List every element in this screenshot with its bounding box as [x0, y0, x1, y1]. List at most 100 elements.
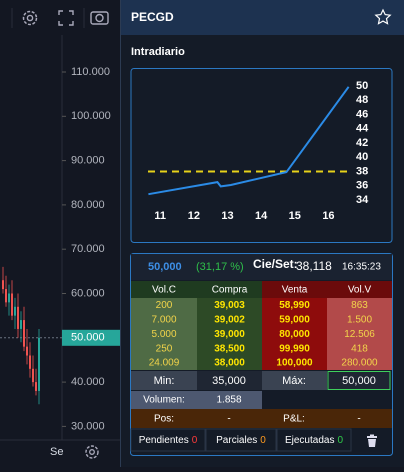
- price-tick-label: 70.000: [71, 243, 105, 255]
- column-bg: [262, 298, 327, 370]
- column-bg: [131, 298, 197, 370]
- book-cell: 7.000: [151, 315, 176, 326]
- tab-count: 0: [337, 435, 343, 446]
- y-tick-label: 34: [356, 194, 369, 206]
- volume-label: Volumen:: [143, 395, 185, 406]
- header-cell: [197, 281, 262, 298]
- close-value: 38,118: [296, 259, 332, 273]
- column-bg: [327, 298, 392, 370]
- candle-body: [11, 293, 13, 316]
- y-tick-label: 40: [356, 151, 368, 163]
- volume-row: [131, 391, 262, 409]
- y-tick-label: 44: [356, 123, 369, 135]
- volume-value: 1.858: [216, 395, 241, 406]
- y-tick-label: 42: [356, 137, 368, 149]
- tab-name: Parciales: [216, 435, 257, 446]
- y-tick-label: 48: [356, 94, 368, 106]
- candle-body: [32, 368, 34, 383]
- book-cell: 38,000: [214, 358, 245, 369]
- pnl-label: P&L:: [283, 414, 305, 425]
- book-cell: 1.500: [347, 315, 372, 326]
- candle-body: [14, 306, 16, 316]
- favorite-icon[interactable]: [374, 8, 392, 25]
- settings-icon[interactable]: [22, 10, 38, 26]
- chart-settings-icon[interactable]: [85, 445, 99, 459]
- price-tick-label: 60.000: [71, 287, 105, 299]
- section-title: Intradiario: [131, 46, 185, 58]
- tab-label: Pendientes 0: [139, 435, 198, 446]
- pnl-value: -: [357, 414, 360, 425]
- book-cell: 58,990: [279, 300, 310, 311]
- header-label: Vol.C: [152, 285, 176, 296]
- last-price: 50,000: [148, 261, 182, 273]
- candle-body: [38, 337, 40, 391]
- candle-body: [29, 355, 31, 369]
- tab[interactable]: [276, 428, 352, 452]
- header-label: Vol.V: [348, 285, 372, 296]
- book-cell: 200: [156, 300, 173, 311]
- candle-body: [23, 320, 25, 347]
- candle-body: [35, 382, 37, 391]
- y-tick-label: 46: [356, 108, 368, 120]
- time-axis-label: Se: [50, 446, 63, 458]
- book-cell: 280.000: [341, 358, 378, 369]
- candle-body: [8, 293, 10, 303]
- last-price-tag: [62, 329, 120, 346]
- tab-count: 0: [192, 435, 198, 446]
- x-tick-label: 16: [322, 210, 334, 222]
- book-cell: 100,000: [276, 358, 313, 369]
- fullscreen-icon[interactable]: [58, 10, 74, 26]
- position-row: [131, 409, 392, 428]
- price-tick-label: 80.000: [71, 199, 105, 211]
- tab-name: Pendientes: [139, 435, 189, 446]
- stat-cell: [327, 371, 391, 390]
- tab[interactable]: [130, 428, 206, 452]
- candle-body: [20, 320, 22, 329]
- book-cell: 12.506: [344, 329, 375, 340]
- x-tick-label: 13: [221, 210, 233, 222]
- tab[interactable]: [205, 428, 277, 452]
- header-label: Venta: [282, 285, 308, 296]
- max-label: Máx:: [282, 375, 306, 387]
- close-label: Cie/Set:: [253, 257, 298, 271]
- candle-body: [26, 346, 28, 356]
- header-cell: [262, 281, 327, 298]
- y-tick-label: 38: [356, 165, 368, 177]
- last-price-label: 50.000: [71, 332, 105, 344]
- price-line: [148, 86, 350, 196]
- tab-label: Parciales 0: [216, 435, 266, 446]
- book-cell: 24.009: [149, 358, 180, 369]
- book-cell: 80,000: [279, 329, 310, 340]
- price-tick-label: 90.000: [71, 155, 105, 167]
- camera-icon[interactable]: [90, 11, 109, 25]
- max-value: 50,000: [342, 375, 376, 387]
- book-cell: 5.000: [151, 329, 176, 340]
- column-bg: [197, 298, 262, 370]
- y-tick-label: 36: [356, 180, 368, 192]
- candle-body: [17, 306, 19, 329]
- price-tick-label: 40.000: [71, 376, 105, 388]
- pos-value: -: [227, 414, 230, 425]
- book-cell: 39,003: [214, 300, 245, 311]
- panel-header: [121, 0, 404, 35]
- pos-label: Pos:: [154, 414, 174, 425]
- header-cell: [131, 281, 197, 298]
- delete-icon[interactable]: [367, 434, 377, 448]
- quote-bar: [131, 254, 392, 280]
- book-cell: 99,990: [279, 343, 310, 354]
- stat-cell: [262, 371, 327, 390]
- x-tick-label: 14: [255, 210, 268, 222]
- price-tick-label: 100.000: [71, 110, 111, 122]
- candle-body: [2, 280, 4, 290]
- change: (31,17 %): [196, 261, 244, 273]
- x-tick-label: 15: [289, 210, 301, 222]
- stat-cell: [197, 371, 262, 390]
- panel-title: PECGD: [131, 10, 174, 24]
- header-cell: [327, 281, 392, 298]
- book-cell: 418: [351, 343, 368, 354]
- candle-body: [5, 289, 7, 303]
- min-label: Min:: [154, 375, 175, 387]
- price-tick-label: 110.000: [71, 66, 110, 78]
